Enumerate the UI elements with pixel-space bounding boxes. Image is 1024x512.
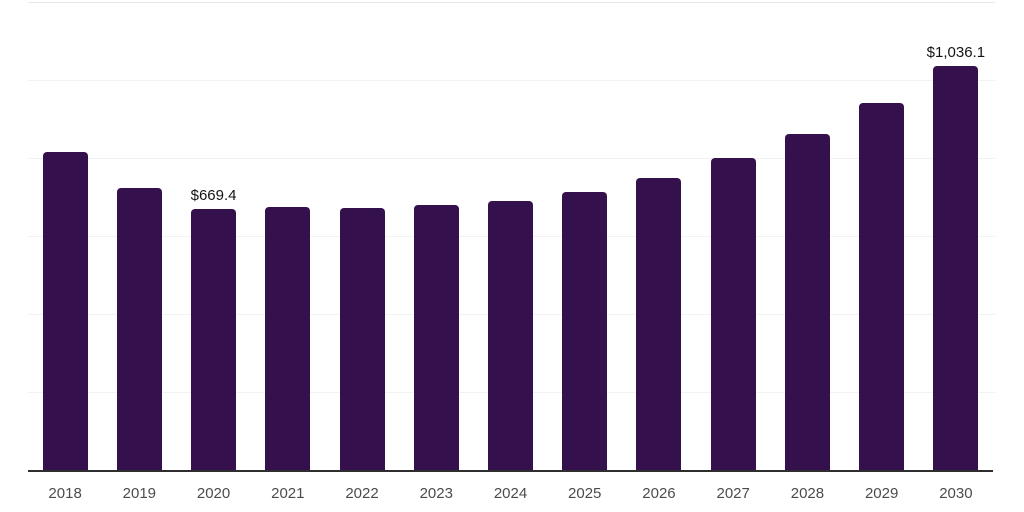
x-tick-label-2028: 2028	[790, 485, 825, 502]
x-tick-label-2023: 2023	[419, 485, 453, 502]
x-tick-label-2030: 2030	[939, 485, 973, 502]
bar-2025	[562, 191, 608, 470]
bar-2030	[933, 65, 979, 470]
x-tick-label-2019: 2019	[122, 485, 157, 502]
data-label-2020: $669.4	[190, 186, 237, 204]
bar-2024	[488, 200, 533, 470]
gridline	[28, 80, 995, 81]
bar-2019	[116, 188, 162, 470]
x-tick-label-2021: 2021	[271, 485, 305, 502]
x-tick-label-2018: 2018	[48, 485, 82, 502]
bar-2027	[710, 158, 756, 470]
bar-2018	[42, 152, 88, 470]
x-axis-line	[28, 470, 993, 472]
gridline	[28, 158, 995, 159]
data-label-2030: $1,036.1	[926, 43, 986, 61]
x-tick-label-2027: 2027	[716, 485, 750, 502]
bar-2020	[191, 208, 237, 470]
bar-2026	[636, 177, 682, 470]
x-tick-label-2026: 2026	[642, 485, 676, 502]
bar-2021	[265, 206, 311, 470]
x-tick-label-2029: 2029	[864, 485, 899, 502]
x-tick-label-2022: 2022	[345, 485, 379, 502]
x-axis-labels: 2018 2019 2020 2021 2022 2023 2024 2025 2026 2027…	[28, 485, 995, 505]
bar-2023	[413, 204, 459, 470]
gridline	[28, 2, 995, 3]
bar-2029	[859, 103, 905, 470]
x-tick-label-2020: 2020	[196, 485, 231, 502]
bar-2028	[784, 133, 830, 470]
plot-area: $669.4 $1,036.1	[28, 2, 995, 472]
x-tick-label-2025: 2025	[568, 485, 602, 502]
x-tick-label-2024: 2024	[493, 485, 528, 502]
bar-2022	[339, 207, 385, 470]
